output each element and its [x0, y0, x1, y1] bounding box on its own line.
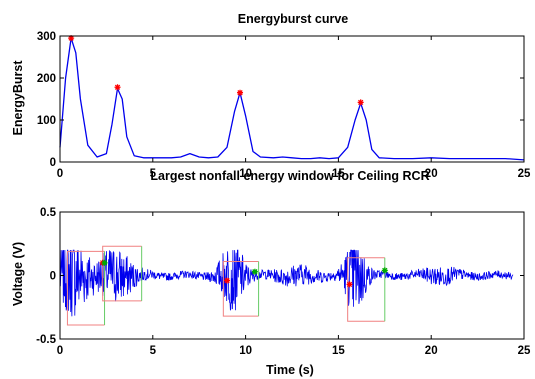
y-tick-label: 0 [50, 157, 56, 169]
axis-ticks: 0 5 10 15 20 25-0.500.5 [36, 207, 531, 357]
axes-frame [59, 35, 525, 163]
y-tick-label: 0 [50, 271, 56, 283]
window-start-marker [224, 277, 231, 284]
x-tick-label: 10 [239, 345, 252, 357]
nonfall-window-chart: Largest nonfall energy window for Ceilin… [11, 169, 531, 377]
y-tick-label: -0.5 [36, 334, 56, 346]
chart-title: Energyburst curve [238, 12, 349, 26]
energyburst-line [59, 37, 525, 161]
x-tick-label: 25 [518, 168, 531, 180]
x-tick-label: 0 [57, 345, 63, 357]
x-tick-label: 5 [150, 168, 157, 180]
window-end-marker [381, 267, 388, 274]
x-tick-label: 25 [518, 345, 531, 357]
window-box [66, 250, 105, 326]
window-end-marker [101, 259, 108, 266]
y-axis-label: EnergyBurst [11, 60, 25, 136]
x-tick-label: 20 [425, 345, 438, 357]
y-tick-label: 300 [37, 31, 56, 43]
plot-area [59, 35, 525, 161]
window-end-marker [251, 268, 258, 275]
y-tick-label: 100 [37, 115, 56, 127]
y-tick-label: 0.5 [40, 207, 57, 219]
x-tick-label: 10 [239, 168, 252, 180]
voltage-line [59, 249, 514, 317]
y-axis-label: Voltage (V) [11, 242, 25, 306]
y-tick-label: 200 [37, 73, 56, 85]
peak-marker [357, 99, 364, 106]
x-tick-label: 5 [150, 345, 157, 357]
x-tick-label: 20 [425, 168, 438, 180]
window-box [347, 257, 385, 322]
x-tick-label: 15 [332, 345, 345, 357]
x-tick-label: 15 [332, 168, 345, 180]
plot-area [59, 245, 514, 326]
peak-marker [114, 84, 121, 91]
chart-title: Largest nonfall energy window for Ceilin… [150, 169, 429, 183]
axis-ticks: 0 5 10 15 20 25 0 100 200 300 [37, 31, 531, 180]
x-tick-label: 0 [57, 168, 63, 180]
x-axis-label: Time (s) [266, 363, 314, 377]
window-box [222, 261, 259, 317]
peak-marker [68, 35, 75, 42]
energyburst-chart: Energyburst curve EnergyBurst 0 5 10 15 20 25… [11, 12, 531, 180]
window-start-marker [346, 281, 353, 288]
peak-marker [237, 89, 244, 96]
window-box [102, 245, 142, 302]
